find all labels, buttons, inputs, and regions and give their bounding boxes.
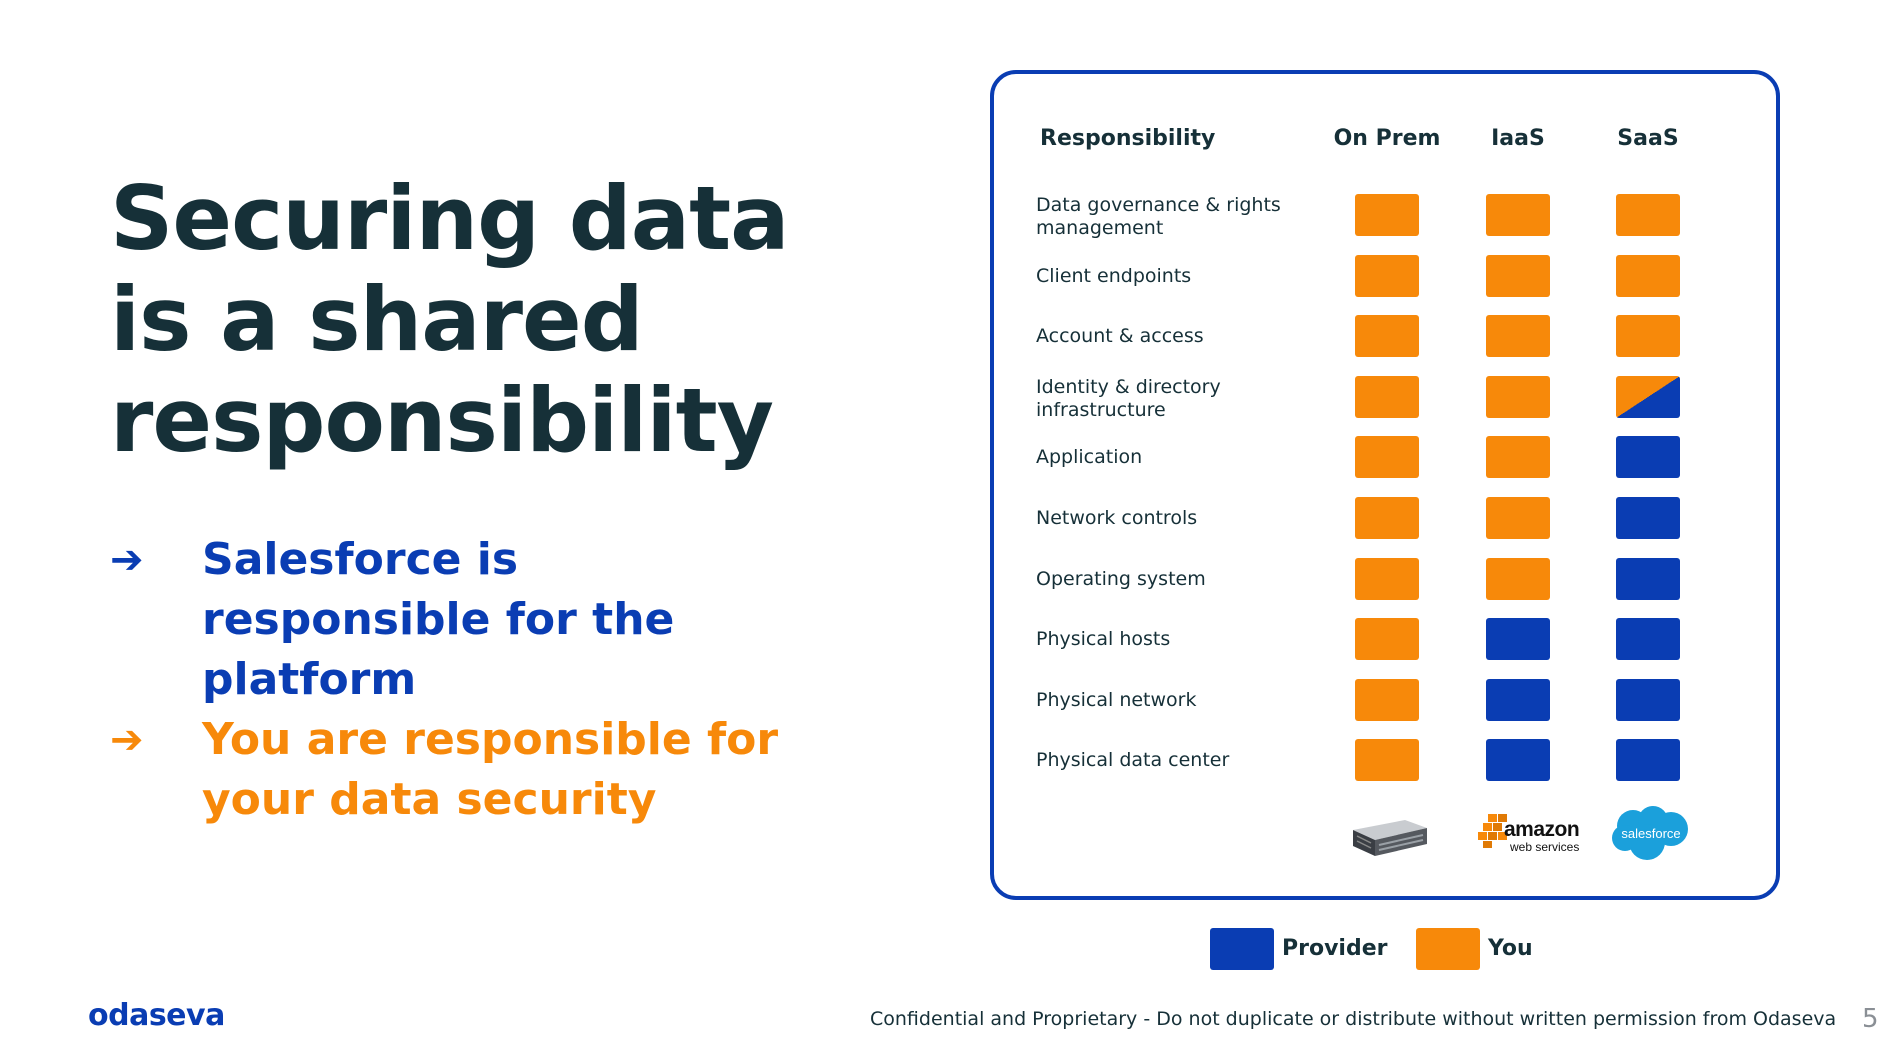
matrix-cell-you	[1486, 497, 1550, 539]
aws-cubes-icon	[1478, 814, 1507, 848]
matrix-cell-you	[1355, 436, 1419, 479]
salesforce-cloud-icon	[1612, 806, 1688, 860]
arrow-right-icon: ➔	[110, 537, 144, 583]
matrix-cell-you	[1486, 254, 1550, 297]
bullet-text: You are responsible for your data securi…	[202, 714, 779, 825]
server-icon	[1353, 820, 1427, 856]
responsibility-matrix: Responsibility On Prem IaaS SaaS amazon …	[990, 70, 1780, 900]
bullet-text: Salesforce is responsible for the platfo…	[202, 534, 675, 705]
legend-swatch-you	[1416, 928, 1480, 970]
matrix-cell-you	[1355, 678, 1419, 721]
row-label: Physical network	[1036, 688, 1197, 711]
matrix-cell-you	[1486, 557, 1550, 600]
matrix-cell-you	[1616, 315, 1680, 358]
matrix-cell-you	[1486, 194, 1550, 236]
row-label: Physical hosts	[1036, 628, 1171, 651]
title-line-1: Securing data	[110, 167, 790, 270]
aws-subtext: web services	[1510, 840, 1580, 854]
bullet-list: ➔ Salesforce is responsible for the plat…	[110, 530, 790, 830]
slide-title: Securing data is a shared responsibility	[110, 167, 790, 472]
arrow-right-icon: ➔	[110, 717, 144, 763]
legend-label-you: You	[1488, 936, 1533, 961]
matrix-cell-you	[1616, 254, 1680, 297]
matrix-cell-provider	[1486, 739, 1550, 782]
bullet-salesforce: ➔ Salesforce is responsible for the plat…	[110, 530, 790, 710]
matrix-cell-you	[1355, 375, 1419, 418]
matrix-cell-provider	[1616, 497, 1680, 539]
row-label: Data governance & rights management	[1036, 194, 1281, 239]
footer-notice: Confidential and Proprietary - Do not du…	[870, 1008, 1837, 1030]
brand-logo: odaseva	[88, 998, 225, 1033]
salesforce-wordmark: salesforce	[1621, 826, 1681, 841]
matrix-cell-provider	[1616, 436, 1680, 479]
matrix-cell-provider	[1486, 678, 1550, 721]
row-label: Physical data center	[1036, 749, 1230, 772]
matrix-cell-provider	[1616, 678, 1680, 721]
legend-swatch-provider	[1210, 928, 1274, 970]
matrix-cell-split	[1616, 375, 1680, 418]
matrix-cell-you	[1486, 375, 1550, 418]
matrix-cell-you	[1355, 739, 1419, 782]
row-label: Identity & directory infrastructure	[1036, 375, 1221, 421]
page-number: 5	[1862, 1004, 1879, 1034]
matrix-cell-provider	[1616, 557, 1680, 600]
matrix-cell-you	[1355, 315, 1419, 358]
legend-label-provider: Provider	[1282, 936, 1388, 961]
matrix-cell-provider	[1486, 618, 1550, 661]
header-saas: SaaS	[1617, 126, 1679, 151]
matrix-cell-provider	[1616, 739, 1680, 782]
title-line-3: responsibility	[110, 369, 774, 472]
salesforce-logo: salesforce	[1609, 804, 1693, 864]
matrix-cell-you	[1355, 618, 1419, 661]
matrix-cell-you	[1355, 254, 1419, 297]
amazon-web-services-logo: amazon web services	[1478, 810, 1588, 854]
title-line-2: is a shared	[110, 268, 644, 371]
matrix-cell-you	[1355, 194, 1419, 236]
bullet-you: ➔ You are responsible for your data secu…	[110, 710, 790, 830]
matrix-cell-provider	[1616, 618, 1680, 661]
matrix-cell-you	[1486, 315, 1550, 358]
row-label: Network controls	[1036, 507, 1198, 529]
matrix-cell-you	[1355, 497, 1419, 539]
row-label: Application	[1036, 446, 1143, 469]
header-responsibility: Responsibility	[1040, 126, 1216, 151]
row-label: Operating system	[1036, 567, 1206, 590]
aws-wordmark: amazon	[1504, 818, 1580, 841]
matrix-cell-you	[1486, 436, 1550, 479]
matrix-cell-you	[1616, 194, 1680, 236]
row-label: Client endpoints	[1036, 264, 1192, 287]
header-iaas: IaaS	[1491, 126, 1545, 151]
matrix-cell-you	[1355, 557, 1419, 600]
row-label: Account & access	[1036, 325, 1204, 348]
header-on-prem: On Prem	[1333, 126, 1441, 151]
